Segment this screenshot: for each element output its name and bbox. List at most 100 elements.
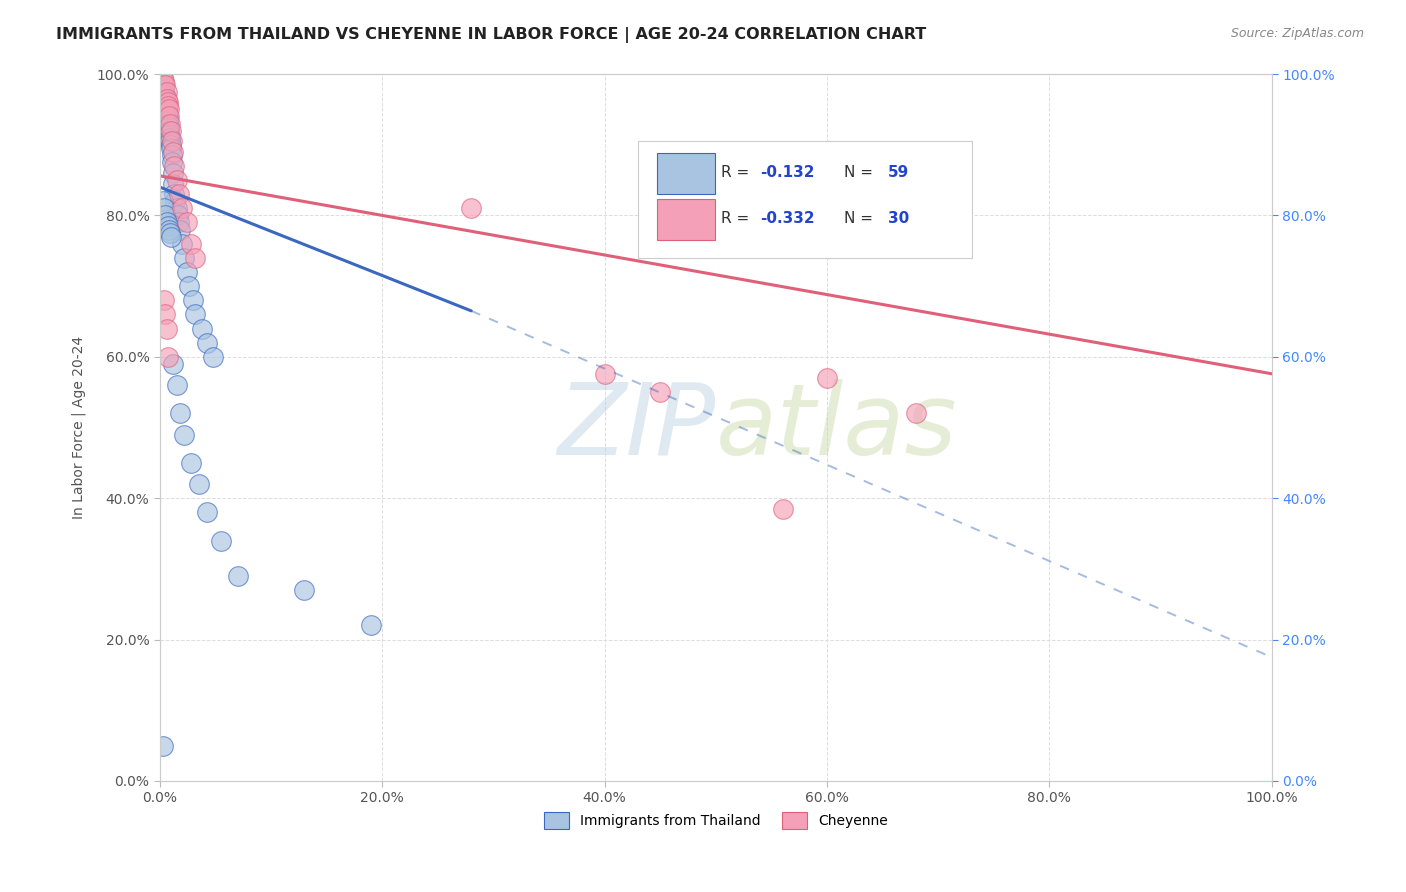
- Point: [155, 103, 177, 117]
- FancyBboxPatch shape: [657, 199, 714, 240]
- Point: [156, 112, 179, 127]
- Point: [157, 110, 180, 124]
- Point: [226, 569, 249, 583]
- Point: [169, 406, 191, 420]
- Point: [159, 226, 181, 240]
- Text: 59: 59: [889, 166, 910, 180]
- Point: [162, 177, 184, 191]
- Point: [159, 134, 181, 148]
- Point: [180, 236, 202, 251]
- Point: [191, 321, 214, 335]
- Text: N =: N =: [844, 211, 877, 227]
- Text: R =: R =: [721, 211, 755, 227]
- Legend: Immigrants from Thailand, Cheyenne: Immigrants from Thailand, Cheyenne: [538, 806, 893, 834]
- Point: [155, 92, 177, 106]
- Point: [165, 194, 187, 209]
- Point: [162, 357, 184, 371]
- Point: [155, 85, 177, 99]
- Point: [163, 159, 186, 173]
- Point: [593, 368, 616, 382]
- Point: [176, 265, 198, 279]
- Text: IMMIGRANTS FROM THAILAND VS CHEYENNE IN LABOR FORCE | AGE 20-24 CORRELATION CHAR: IMMIGRANTS FROM THAILAND VS CHEYENNE IN …: [56, 27, 927, 43]
- Point: [650, 385, 672, 400]
- Point: [163, 187, 186, 202]
- Point: [166, 202, 188, 216]
- Point: [160, 229, 183, 244]
- Point: [167, 215, 190, 229]
- Point: [184, 307, 207, 321]
- Point: [360, 618, 382, 632]
- Point: [195, 335, 218, 350]
- Point: [155, 215, 177, 229]
- Point: [159, 130, 181, 145]
- Point: [202, 350, 225, 364]
- Text: -0.332: -0.332: [761, 211, 815, 227]
- Point: [166, 208, 188, 222]
- Point: [209, 533, 232, 548]
- Point: [155, 106, 177, 120]
- Point: [160, 141, 183, 155]
- Point: [181, 293, 204, 308]
- Point: [187, 477, 209, 491]
- FancyBboxPatch shape: [638, 141, 972, 258]
- Point: [173, 427, 195, 442]
- Point: [155, 95, 177, 110]
- Point: [173, 251, 195, 265]
- Text: Source: ZipAtlas.com: Source: ZipAtlas.com: [1230, 27, 1364, 40]
- Point: [156, 110, 179, 124]
- Point: [153, 85, 176, 99]
- Point: [162, 145, 184, 159]
- Point: [153, 74, 176, 88]
- Point: [772, 501, 794, 516]
- Point: [160, 134, 183, 148]
- Point: [152, 74, 174, 88]
- Point: [160, 137, 183, 152]
- Point: [172, 202, 194, 216]
- Point: [176, 215, 198, 229]
- Point: [815, 371, 838, 385]
- Point: [156, 116, 179, 130]
- Point: [157, 222, 180, 236]
- Point: [160, 123, 183, 137]
- Point: [184, 251, 207, 265]
- Text: -0.132: -0.132: [761, 166, 815, 180]
- Point: [155, 321, 177, 335]
- Point: [180, 456, 202, 470]
- Point: [159, 116, 181, 130]
- Point: [172, 236, 194, 251]
- Y-axis label: In Labor Force | Age 20-24: In Labor Force | Age 20-24: [72, 336, 86, 519]
- Point: [150, 70, 173, 85]
- Point: [460, 202, 482, 216]
- Point: [155, 208, 177, 222]
- Point: [156, 99, 179, 113]
- Point: [153, 293, 176, 308]
- Point: [195, 505, 218, 519]
- Point: [152, 70, 174, 85]
- Point: [157, 120, 180, 134]
- Point: [156, 219, 179, 233]
- FancyBboxPatch shape: [657, 153, 714, 194]
- Text: ZIP: ZIP: [558, 379, 716, 476]
- Point: [157, 123, 180, 137]
- Point: [157, 103, 180, 117]
- Point: [152, 739, 174, 753]
- Point: [155, 88, 177, 103]
- Point: [157, 127, 180, 141]
- Text: R =: R =: [721, 166, 755, 180]
- Point: [294, 583, 316, 598]
- Point: [166, 173, 188, 187]
- Point: [160, 148, 183, 162]
- Point: [153, 202, 176, 216]
- Point: [156, 350, 179, 364]
- Point: [162, 166, 184, 180]
- Point: [152, 194, 174, 209]
- Point: [155, 78, 177, 92]
- Text: atlas: atlas: [716, 379, 957, 476]
- Point: [167, 187, 190, 202]
- Point: [169, 222, 191, 236]
- Point: [155, 99, 177, 113]
- Text: N =: N =: [844, 166, 877, 180]
- Point: [153, 78, 176, 92]
- Text: 30: 30: [889, 211, 910, 227]
- Point: [155, 92, 177, 106]
